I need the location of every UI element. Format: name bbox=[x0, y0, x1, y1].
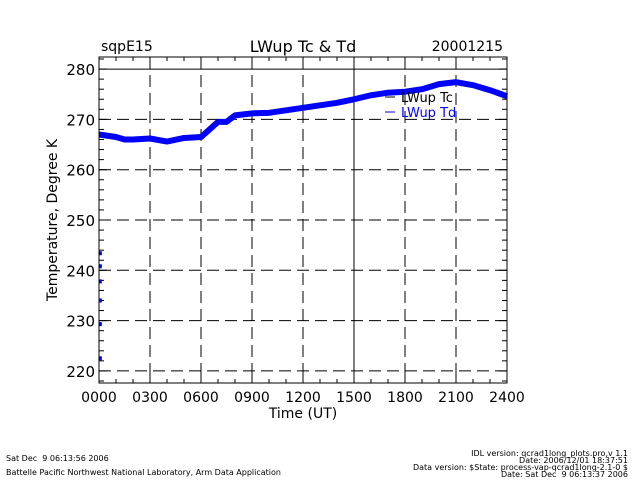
legend-label-tc: LWup Tc bbox=[401, 91, 453, 106]
footer-timestamp: Sat Dec 9 06:13:56 2006 bbox=[6, 454, 109, 463]
axis-ticks bbox=[98, 57, 508, 383]
y-tick-label: 240 bbox=[66, 262, 95, 280]
y-tick-labels: 220 230 240 250 260 270 280 bbox=[66, 61, 95, 381]
data-point-td bbox=[98, 264, 102, 269]
date-label: 20001215 bbox=[432, 39, 503, 55]
footer-data-date: Date: Sat Dec 9 06:13:37 2006 bbox=[500, 470, 628, 479]
y-tick-label: 280 bbox=[66, 61, 95, 79]
footer-organization: Battelle Pacific Northwest National Labo… bbox=[6, 468, 281, 477]
y-axis-label: Temperature, Degree K bbox=[45, 138, 61, 302]
x-tick-label: 1800 bbox=[387, 390, 423, 406]
x-tick-label: 1500 bbox=[336, 390, 372, 406]
legend: LWup Tc LWup Td bbox=[385, 91, 456, 121]
x-tick-label: 0000 bbox=[81, 390, 117, 406]
x-tick-label: 0900 bbox=[234, 390, 270, 406]
footer-idl-version: IDL version: qcrad1long_plots.pro,v 1.1 bbox=[471, 449, 628, 458]
legend-label-td: LWup Td bbox=[401, 106, 456, 121]
x-axis-label: Time (UT) bbox=[268, 406, 337, 422]
x-tick-label: 2400 bbox=[489, 390, 525, 406]
y-tick-label: 250 bbox=[66, 212, 95, 230]
series-line-td bbox=[98, 79, 509, 145]
data-point-td bbox=[98, 298, 102, 303]
footer-idl-date: Date: 2006/12/01 18:37:51 bbox=[519, 456, 628, 465]
y-tick-label: 260 bbox=[66, 162, 95, 180]
data-point-td bbox=[98, 279, 102, 284]
data-point-td bbox=[98, 322, 102, 327]
y-tick-label: 230 bbox=[66, 313, 95, 331]
series-group bbox=[98, 79, 509, 361]
x-tick-labels: 0000 0300 0600 0900 1200 1500 1800 2100 2400 bbox=[81, 390, 525, 406]
footer-data-version: Data version: $State: process-vap-qcrad1… bbox=[412, 463, 628, 472]
x-tick-label: 1200 bbox=[285, 390, 321, 406]
y-tick-label: 270 bbox=[66, 111, 95, 129]
x-tick-label: 0600 bbox=[183, 390, 219, 406]
chart-title: LWup Tc & Td bbox=[250, 37, 357, 56]
plot-frame bbox=[98, 56, 508, 384]
data-point-td bbox=[98, 356, 102, 361]
site-label: sqpE15 bbox=[101, 39, 153, 55]
x-tick-label: 0300 bbox=[132, 390, 168, 406]
x-tick-label: 2100 bbox=[438, 390, 474, 406]
y-tick-label: 220 bbox=[66, 363, 95, 381]
data-point-td bbox=[98, 251, 102, 256]
